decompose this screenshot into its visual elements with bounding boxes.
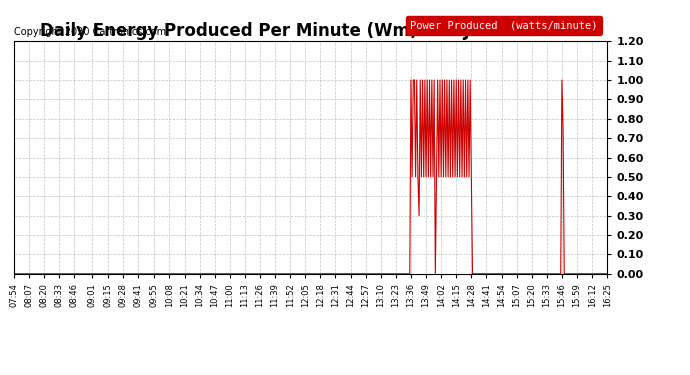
Legend: Power Produced  (watts/minute): Power Produced (watts/minute) — [406, 16, 602, 34]
Title: Daily Energy Produced Per Minute (Wm) Thu Jan 23 16:37: Daily Energy Produced Per Minute (Wm) Th… — [40, 22, 581, 40]
Text: Copyright 2020 Cartronics.com: Copyright 2020 Cartronics.com — [14, 27, 166, 37]
